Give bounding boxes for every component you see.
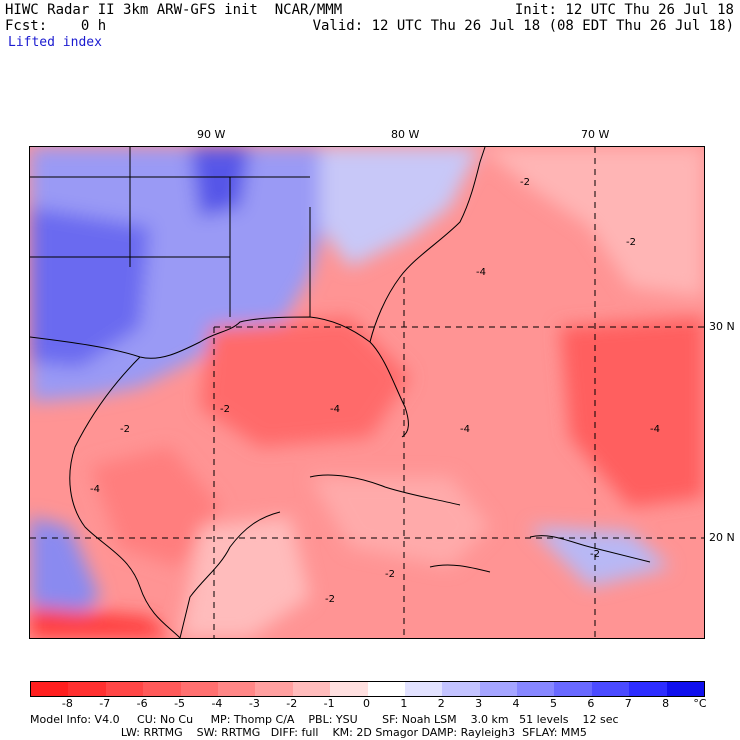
lon-label-70w: 70 W	[581, 128, 610, 141]
coastlines	[30, 147, 651, 638]
colorbar-tick-label: -8	[61, 697, 73, 710]
contour-label: -4	[330, 404, 340, 415]
colorbar-swatch	[442, 682, 480, 696]
map-canvas: -2 -2 -4 -2 -2 -4 -4 -4 -4 -2 -2 -2	[30, 147, 704, 638]
colorbar-swatch	[180, 682, 218, 696]
colorbar-swatch	[554, 682, 592, 696]
colorbar-swatch	[68, 682, 106, 696]
contour-label: -4	[650, 424, 660, 435]
header-title: HIWC Radar II 3km ARW-GFS init NCAR/MMM	[5, 2, 343, 18]
colorbar-tick-label: 8	[662, 697, 670, 710]
footer-model-info: Model Info: V4.0 CU: No Cu MP: Thomp C/A…	[30, 713, 619, 726]
colorbar-swatch	[517, 682, 555, 696]
colorbar-tick-label: -1	[323, 697, 335, 710]
colorbar-tick-label: -6	[136, 697, 148, 710]
colorbar-swatch	[330, 682, 368, 696]
lat-label-30n: 30 N	[709, 320, 735, 333]
lon-label-90w: 90 W	[197, 128, 226, 141]
colorbar-unit: °C	[693, 697, 707, 710]
colorbar-tick-label: 6	[587, 697, 595, 710]
colorbar-tick-label: 3	[475, 697, 483, 710]
colorbar-swatch	[292, 682, 331, 696]
colorbar-swatch	[629, 682, 667, 696]
field-name: Lifted index	[8, 35, 102, 50]
field-shading	[30, 147, 704, 638]
colorbar-swatch	[143, 682, 181, 696]
header-init-time: Init: 12 UTC Thu 26 Jul 18	[514, 2, 734, 18]
lifted-index-map: -2 -2 -4 -2 -2 -4 -4 -4 -4 -2 -2 -2	[29, 146, 705, 639]
colorbar-tick-label: -4	[211, 697, 223, 710]
contour-label: -2	[626, 237, 636, 248]
header-valid-time: Valid: 12 UTC Thu 26 Jul 18 (08 EDT Thu …	[312, 18, 734, 34]
colorbar-swatch	[404, 682, 443, 696]
colorbar-tick-label: -7	[99, 697, 111, 710]
colorbar-tick-label: 4	[512, 697, 520, 710]
contour-label: -4	[476, 267, 486, 278]
contour-label: -2	[120, 424, 130, 435]
colorbar-tick-label: 0	[363, 697, 370, 710]
lat-label-20n: 20 N	[709, 531, 735, 544]
contour-labels: -2 -2 -4 -2 -2 -4 -4 -4 -4 -2 -2 -2	[90, 177, 660, 605]
colorbar	[30, 681, 705, 697]
colorbar-tick-label: -5	[174, 697, 186, 710]
contour-label: -2	[325, 594, 335, 605]
lat-lon-grid	[30, 147, 704, 638]
colorbar-swatch	[105, 682, 144, 696]
contour-label: -4	[460, 424, 470, 435]
colorbar-swatch	[479, 682, 518, 696]
contour-label: -2	[520, 177, 530, 188]
lon-label-80w: 80 W	[391, 128, 420, 141]
footer-physics-info: LW: RRTMG SW: RRTMG DIFF: full KM: 2D Sm…	[30, 726, 587, 739]
colorbar-tick-label: -3	[248, 697, 260, 710]
colorbar-swatch	[217, 682, 256, 696]
colorbar-swatch	[666, 682, 705, 696]
contour-label: -2	[590, 549, 600, 560]
contour-label: -4	[90, 484, 100, 495]
colorbar-swatch	[31, 682, 69, 696]
contour-label: -2	[220, 404, 230, 415]
header-forecast-hour: Fcst: 0 h	[5, 18, 107, 34]
colorbar-tick-label: 2	[437, 697, 445, 710]
colorbar-tick-label: 1	[400, 697, 408, 710]
colorbar-tick-label: -2	[286, 697, 298, 710]
colorbar-tick-label: 7	[624, 697, 632, 710]
colorbar-swatch	[255, 682, 293, 696]
colorbar-tick-label: 5	[549, 697, 557, 710]
colorbar-swatch	[591, 682, 630, 696]
contour-label: -2	[385, 569, 395, 580]
colorbar-swatch	[367, 682, 405, 696]
